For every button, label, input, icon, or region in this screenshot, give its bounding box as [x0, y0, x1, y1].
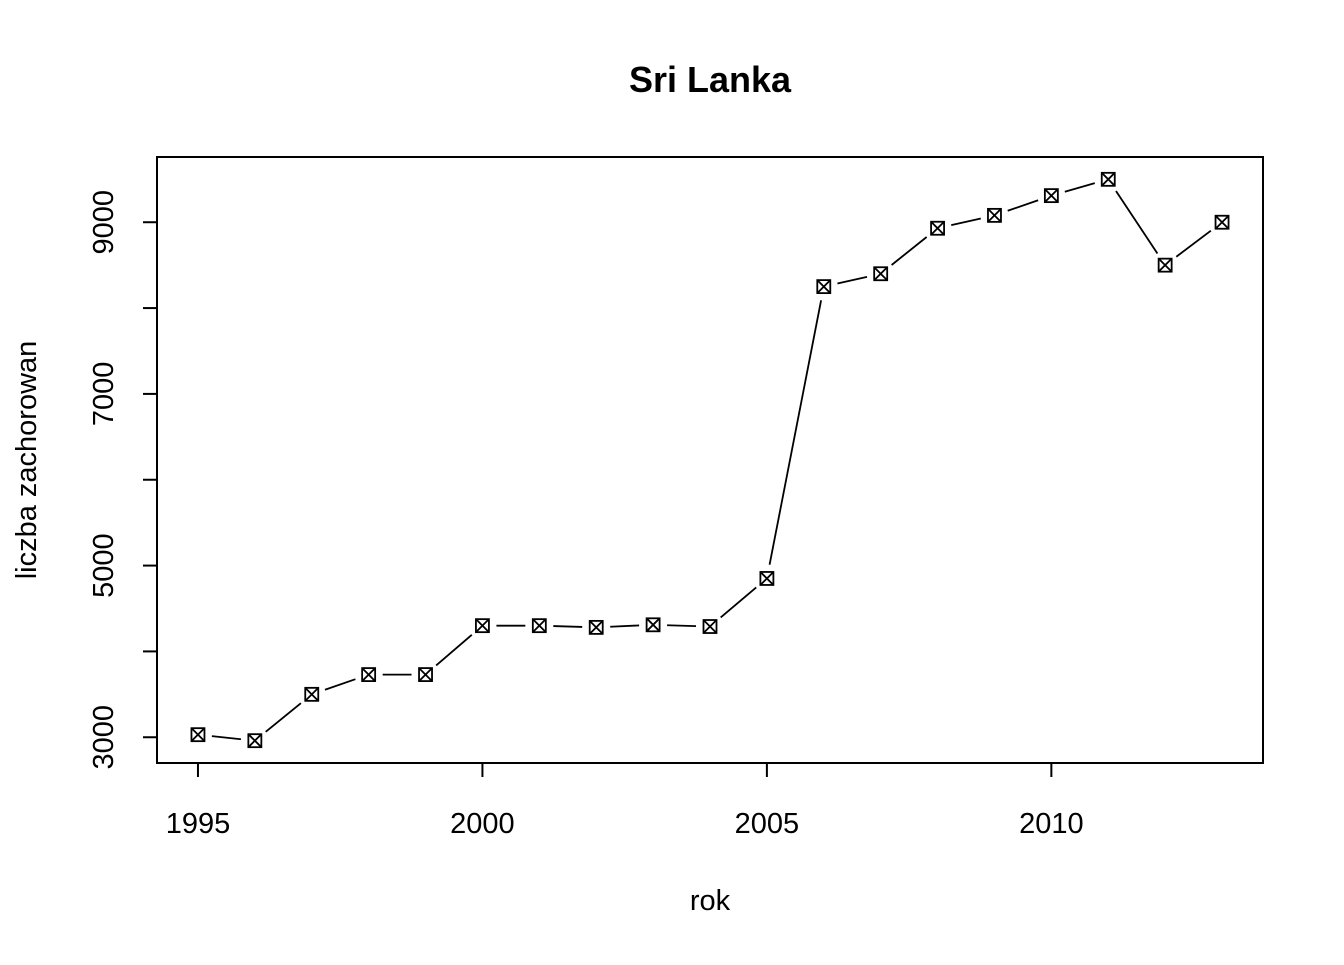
data-point — [190, 727, 206, 743]
series-segment — [211, 735, 242, 741]
series-segment — [1175, 229, 1212, 258]
x-tick-label: 2010 — [1019, 808, 1084, 840]
x-axis: 1995 2000 2005 2010 — [166, 762, 1084, 840]
series-segment — [667, 624, 697, 627]
series-segment — [435, 634, 473, 667]
data-point — [475, 618, 490, 634]
x-tick-label: 2000 — [450, 808, 515, 840]
series-line — [211, 182, 1212, 741]
x-tick-label: 1995 — [166, 808, 231, 840]
y-axis: 3000 5000 7000 9000 — [88, 190, 158, 770]
chart-title: Sri Lanka — [629, 59, 792, 100]
y-tick-label: 7000 — [88, 362, 120, 427]
data-point — [816, 279, 832, 295]
data-point — [1157, 257, 1173, 273]
x-tick-label: 2005 — [735, 808, 800, 840]
series-segment — [324, 678, 356, 691]
plot-frame — [156, 156, 1264, 764]
data-point — [987, 207, 1002, 223]
data-point — [531, 618, 547, 634]
series-segment — [553, 625, 583, 628]
y-tick-label: 3000 — [88, 705, 120, 770]
series-segment — [610, 624, 640, 628]
series-segment — [1064, 182, 1096, 193]
data-point — [418, 667, 433, 682]
data-point — [247, 733, 263, 749]
series-segment — [265, 702, 302, 733]
y-axis-label: liczba zachorowan — [11, 341, 43, 580]
data-point — [588, 619, 604, 635]
data-point — [873, 266, 889, 282]
x-axis-label: rok — [690, 885, 731, 917]
y-tick-label: 5000 — [88, 533, 120, 598]
data-point — [645, 617, 661, 633]
data-point — [1100, 171, 1116, 187]
data-point — [361, 667, 377, 682]
data-point — [930, 220, 945, 236]
data-point — [759, 571, 775, 586]
series-segment — [891, 236, 928, 266]
data-point — [702, 619, 718, 634]
data-point — [1214, 214, 1230, 230]
series-segment — [720, 586, 757, 619]
series-segment — [951, 217, 982, 227]
series-segment — [768, 300, 822, 565]
series-segment — [1007, 199, 1039, 212]
y-tick-label: 9000 — [88, 190, 120, 255]
series-points — [190, 171, 1230, 749]
series-segment — [837, 275, 868, 285]
data-point — [304, 686, 320, 702]
series-segment — [1115, 190, 1159, 254]
data-point — [1043, 188, 1059, 204]
